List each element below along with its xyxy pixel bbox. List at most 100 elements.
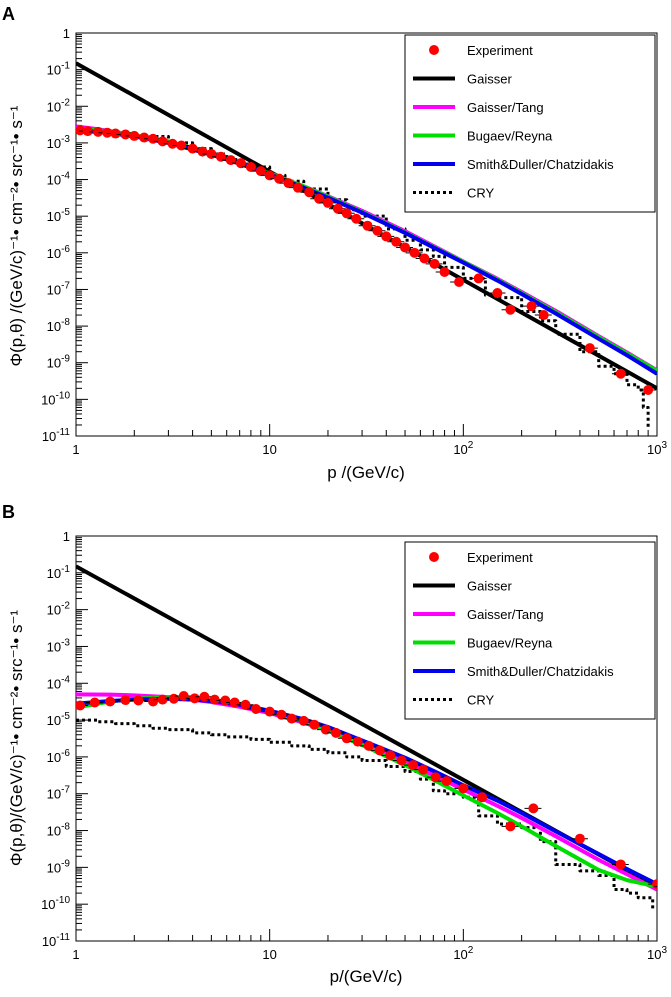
y-tick-label: 10-10 [41, 390, 70, 407]
y-tick-exp: -9 [61, 354, 70, 365]
y-tick-exp: -2 [61, 97, 70, 108]
experiment-point [429, 258, 440, 269]
y-tick-exp: -10 [56, 390, 71, 401]
y-tick-base: 10 [47, 713, 61, 728]
legend-label-gaisser: Gaisser [467, 579, 512, 594]
y-tick-exp: -1 [61, 564, 70, 575]
experiment-point [320, 724, 331, 735]
y-tick-exp: -10 [56, 895, 71, 906]
x-tick-base: 1 [72, 947, 79, 962]
x-tick-base: 1 [72, 442, 79, 457]
experiment-point [615, 368, 626, 379]
y-tick-label: 10-2 [47, 97, 71, 114]
legend: Experiment Gaisser Gaisser/Tang Bugaev/Reyn… [404, 34, 656, 213]
y-tick-exp: -7 [61, 280, 70, 291]
y-tick-exp: -6 [61, 748, 70, 759]
experiment-point [643, 385, 654, 396]
y-tick-exp: -5 [61, 711, 70, 722]
y-tick-label: 10-2 [47, 601, 71, 618]
y-tick-base: 10 [47, 824, 61, 839]
y-tick-base: 10 [47, 356, 61, 371]
y-tick-base: 10 [47, 99, 61, 114]
y-tick-label: 10-4 [47, 674, 71, 691]
experiment-point [584, 343, 595, 354]
experiment-point [176, 140, 187, 151]
experiment-point [505, 304, 516, 315]
legend-marker-experiment [429, 45, 439, 55]
experiment-point [206, 148, 217, 159]
y-tick-base: 1 [63, 529, 70, 544]
experiment-point [574, 833, 585, 844]
y-tick-label: 10-9 [47, 354, 71, 371]
experiment-point [538, 310, 549, 321]
experiment-point [168, 693, 179, 704]
x-tick-exp: 3 [661, 945, 667, 956]
experiment-point [229, 697, 240, 708]
experiment-point [430, 772, 441, 783]
y-tick-label: 10-1 [47, 61, 71, 78]
panel-label: A [2, 4, 15, 24]
legend-box [404, 34, 656, 213]
x-tick-base: 10 [262, 947, 276, 962]
experiment-point [225, 155, 236, 166]
experiment-point [441, 776, 452, 787]
experiment-point [148, 696, 159, 707]
experiment-point [189, 693, 200, 704]
experiment-point [477, 792, 488, 803]
y-tick-exp: -2 [61, 601, 70, 612]
experiment-point [105, 696, 116, 707]
legend-label-cry: CRY [467, 693, 495, 708]
y-tick-label: 10-5 [47, 207, 71, 224]
series-line-cry [76, 718, 655, 910]
series-line-gaisser-tang [76, 692, 657, 892]
experiment-point [454, 276, 465, 287]
y-tick-exp: -1 [61, 61, 70, 72]
experiment-point [322, 197, 333, 208]
y-tick-base: 10 [47, 282, 61, 297]
y-tick-label: 10-6 [47, 748, 71, 765]
y-tick-base: 10 [47, 136, 61, 151]
experiment-point [400, 242, 411, 253]
experiment-point [408, 760, 419, 771]
experiment-point [120, 129, 131, 140]
experiment-point [286, 713, 297, 724]
experiment-point [396, 755, 407, 766]
x-tick-label: 10 [262, 442, 276, 457]
experiment-point [139, 132, 150, 143]
y-tick-label: 10-10 [41, 895, 70, 912]
y-tick-label: 10-7 [47, 785, 71, 802]
y-tick-label: 10-4 [47, 171, 71, 188]
y-tick-base: 10 [47, 246, 61, 261]
series-group [76, 564, 668, 910]
experiment-point [351, 213, 362, 224]
experiment-point [418, 764, 429, 775]
plot-area: 1 10 102 103110-110-210-310-410-510-610-710… [41, 529, 668, 962]
y-tick-exp: -11 [56, 932, 70, 943]
x-tick-exp: 2 [468, 945, 474, 956]
experiment-point [292, 182, 303, 193]
experiment-point [220, 695, 231, 706]
experiment-point [409, 247, 420, 258]
experiment-point [82, 126, 93, 137]
y-tick-label: 10-1 [47, 564, 71, 581]
experiment-point [473, 273, 484, 284]
experiment-point [215, 151, 226, 162]
experiment-point [110, 128, 121, 139]
y-tick-base: 10 [47, 173, 61, 188]
y-tick-exp: -3 [61, 134, 70, 145]
experiment-point [658, 882, 668, 892]
experiment-point [458, 783, 469, 794]
panel-b: B 1 10 102 103110-110-210-310-410-510-610-7… [2, 502, 668, 986]
y-tick-label: 10-6 [47, 244, 71, 261]
plot-area: 1 10 102 103110-110-210-310-410-510-610-710… [41, 26, 667, 457]
experiment-point [526, 301, 537, 312]
experiment-point [276, 709, 287, 720]
experiment-point [381, 231, 392, 242]
y-tick-label: 10-8 [47, 317, 71, 334]
experiment-point [89, 697, 100, 708]
y-tick-base: 10 [42, 429, 56, 444]
x-tick-label: 103 [647, 945, 667, 962]
experiment-point [76, 700, 86, 711]
x-axis-label: p/(GeV/c) [330, 967, 403, 986]
legend-label-experiment: Experiment [467, 43, 533, 58]
